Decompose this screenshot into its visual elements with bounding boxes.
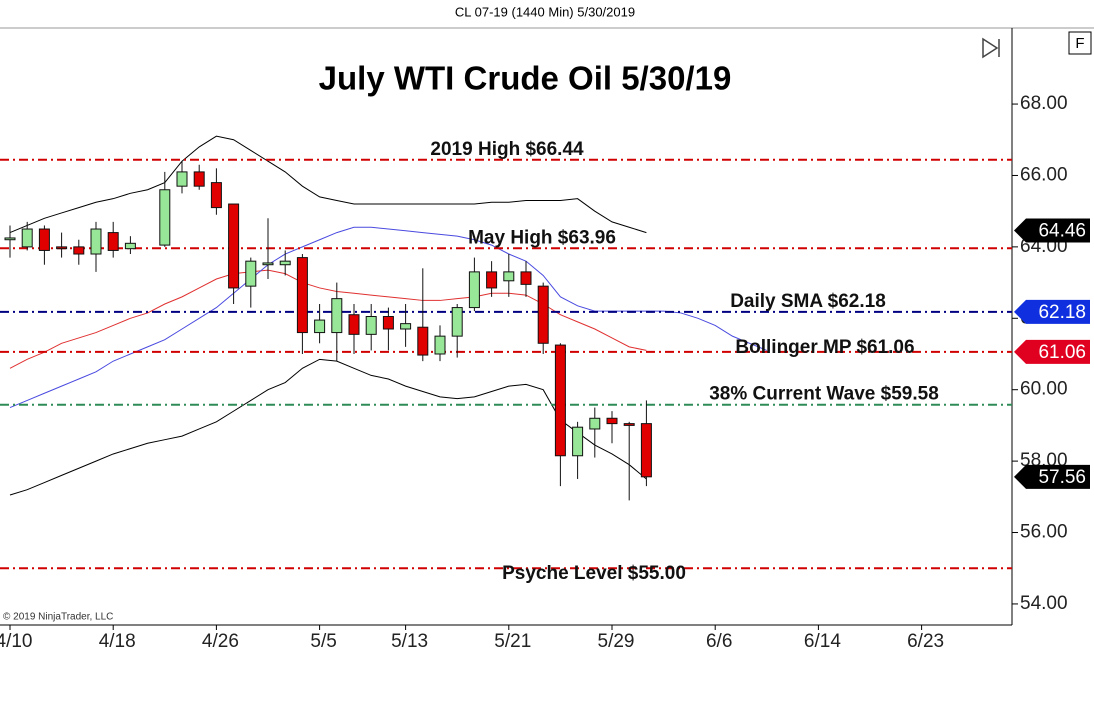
candle-body	[159, 189, 171, 246]
candle-body	[176, 171, 188, 187]
candle-body	[589, 417, 601, 430]
candle-body	[537, 285, 549, 344]
price-marker	[1014, 218, 1090, 243]
level-label: Psyche Level $55.00	[502, 563, 686, 584]
candle-body	[90, 228, 102, 255]
y-tick-label: 60.00	[1020, 379, 1068, 400]
candle-body	[245, 260, 257, 287]
candle-body	[279, 260, 291, 266]
candle-body	[262, 262, 274, 266]
x-tick-label: 4/18	[99, 631, 136, 652]
x-tick-label: 5/13	[391, 631, 428, 652]
candle-body	[486, 271, 498, 289]
candle-body	[434, 335, 446, 355]
candle-body	[228, 203, 240, 289]
y-tick-label: 54.00	[1020, 593, 1068, 614]
candle-body	[296, 257, 308, 334]
indicator-line	[9, 358, 647, 496]
candle-body	[623, 423, 635, 426]
candle-body	[503, 271, 515, 282]
price-marker	[1014, 339, 1090, 364]
panel-button[interactable]	[1068, 31, 1092, 55]
copyright: © 2019 NinjaTrader, LLC	[3, 612, 113, 623]
y-tick-label: 66.00	[1020, 164, 1068, 185]
x-tick-label: 4/10	[0, 631, 32, 652]
price-marker	[1014, 299, 1090, 324]
candle-body	[640, 423, 652, 478]
candle-body	[365, 316, 377, 335]
y-tick-label: 68.00	[1020, 93, 1068, 114]
candle-body	[56, 246, 68, 250]
y-tick-label: 56.00	[1020, 522, 1068, 543]
candle-body	[4, 237, 16, 241]
level-label: Bollinger MP $61.06	[735, 337, 914, 358]
level-label: 2019 High $66.44	[430, 139, 584, 160]
window-header: CL 07-19 (1440 Min) 5/30/2019	[455, 4, 635, 19]
price-marker-label: 62.18	[1038, 302, 1086, 323]
candle-body	[417, 326, 429, 356]
indicator-line	[9, 135, 647, 234]
candle-body	[21, 228, 33, 248]
level-label: Daily SMA $62.18	[730, 291, 886, 312]
candle-body	[520, 271, 532, 285]
candle-body	[331, 298, 343, 334]
scroll-end-icon[interactable]	[982, 37, 1000, 59]
x-tick-label: 6/6	[706, 631, 732, 652]
candle-body	[572, 426, 584, 457]
price-marker-label: 57.56	[1038, 467, 1086, 488]
candle-body	[73, 246, 85, 255]
x-tick-label: 6/14	[804, 631, 841, 652]
candle-body	[107, 232, 119, 251]
candle-body	[606, 417, 618, 425]
x-tick-label: 5/5	[310, 631, 336, 652]
candle-body	[193, 171, 205, 187]
candle-body	[400, 323, 412, 330]
candle-body	[124, 242, 136, 250]
candle-body	[314, 319, 326, 334]
x-tick-label: 5/21	[494, 631, 531, 652]
candle-body	[210, 182, 222, 209]
chart-title: July WTI Crude Oil 5/30/19	[319, 60, 732, 97]
candle-body	[468, 271, 480, 309]
x-tick-label: 6/23	[907, 631, 944, 652]
level-label: 38% Current Wave $59.58	[709, 384, 939, 405]
price-marker-label: 61.06	[1038, 342, 1086, 363]
candle-body	[38, 228, 50, 251]
x-tick-label: 4/26	[202, 631, 239, 652]
candle-body	[382, 316, 394, 330]
panel-button-label[interactable]: F	[1075, 35, 1084, 52]
level-label: May High $63.96	[468, 227, 616, 248]
candle-body	[348, 314, 360, 335]
price-marker-label: 64.46	[1038, 220, 1086, 241]
candle-body	[451, 307, 463, 337]
candle-body	[554, 344, 566, 457]
x-tick-label: 5/29	[598, 631, 635, 652]
price-marker	[1014, 464, 1090, 489]
